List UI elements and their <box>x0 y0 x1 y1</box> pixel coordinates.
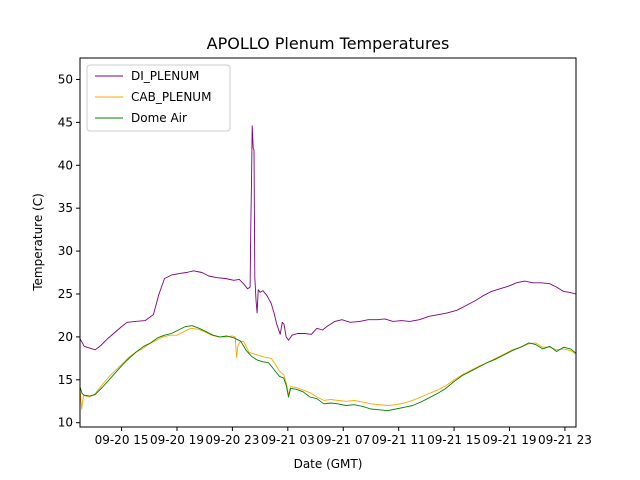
y-tick-label: 10 <box>58 416 73 430</box>
y-tick-label: 30 <box>58 244 73 258</box>
legend-label: DI_PLENUM <box>131 69 199 83</box>
y-tick-label: 15 <box>58 373 73 387</box>
series-group <box>80 125 576 412</box>
x-tick-label: 09-21 07 <box>316 433 370 447</box>
y-axis-label: Temperature (C) <box>31 193 45 292</box>
y-tick-label: 25 <box>58 287 73 301</box>
legend: DI_PLENUM CAB_PLENUM Dome Air <box>86 64 231 132</box>
di-plenum-line <box>80 125 576 351</box>
dome-air-line <box>80 325 576 412</box>
legend-label: CAB_PLENUM <box>131 90 211 104</box>
x-tick-label: 09-21 23 <box>538 433 592 447</box>
y-tick-label: 20 <box>58 330 73 344</box>
y-tick-label: 45 <box>58 115 73 129</box>
x-tick-label: 09-21 11 <box>372 433 426 447</box>
legend-box <box>86 64 231 132</box>
x-tick-label: 09-20 15 <box>95 433 149 447</box>
legend-label: Dome Air <box>131 111 187 125</box>
x-tick-label: 09-21 19 <box>483 433 537 447</box>
x-tick-label: 09-21 03 <box>261 433 315 447</box>
x-axis-label: Date (GMT) <box>294 457 363 471</box>
axis-ticks: 10 15 20 25 30 35 40 45 50 09-20 15 09-20 19 09-20 … <box>58 72 592 447</box>
x-tick-label: 09-21 15 <box>427 433 481 447</box>
y-tick-label: 35 <box>58 201 73 215</box>
chart-title: APOLLO Plenum Temperatures <box>207 34 450 53</box>
x-tick-label: 09-20 23 <box>205 433 259 447</box>
x-tick-label: 09-20 19 <box>150 433 204 447</box>
y-tick-label: 50 <box>58 72 73 86</box>
plot-frame <box>79 57 577 428</box>
y-tick-label: 40 <box>58 158 73 172</box>
